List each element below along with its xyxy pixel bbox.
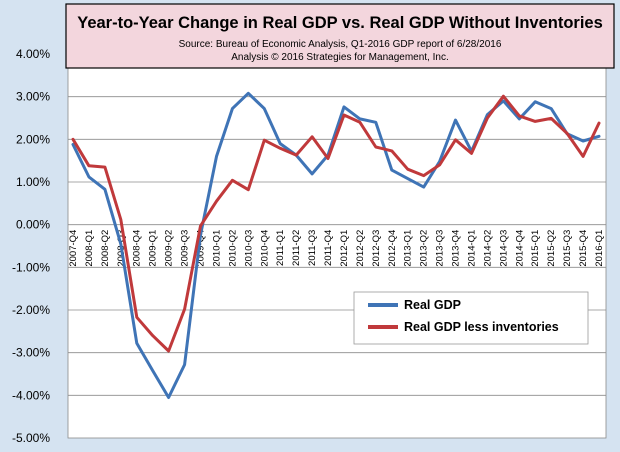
x-tick-label: 2015-Q3 [562,230,573,267]
x-tick-label: 2010-Q2 [227,230,238,267]
y-tick-label: 3.00% [16,90,50,104]
x-tick-label: 2015-Q4 [578,230,589,267]
y-tick-label: -4.00% [12,388,50,402]
y-tick-label: -1.00% [12,260,50,274]
x-tick-label: 2013-Q4 [451,230,462,267]
x-tick-label: 2008-Q4 [132,230,143,267]
x-tick-label: 2012-Q1 [339,230,350,267]
x-tick-label: 2010-Q4 [259,230,270,267]
x-tick-label: 2013-Q1 [403,230,414,267]
x-tick-label: 2011-Q1 [275,230,286,266]
x-tick-label: 2010-Q3 [243,230,254,267]
chart-title: Year-to-Year Change in Real GDP vs. Real… [77,14,603,32]
legend: Real GDP Real GDP less inventories [353,291,589,345]
series-line-real-gdp-less-inventories [71,94,601,353]
title-background [65,3,615,69]
x-tick-label: 2008-Q2 [100,230,111,267]
x-tick-label: 2012-Q4 [387,230,398,267]
plot-area [67,53,607,439]
x-tick-label: 2007-Q4 [68,230,79,267]
x-tick-label: 2012-Q2 [355,230,366,267]
x-tick-label: 2014-Q3 [498,230,509,267]
legend-label-real-gdp: Real GDP [404,298,461,312]
x-tick-label: 2013-Q2 [419,230,430,267]
x-tick-label: 2011-Q4 [323,230,334,266]
x-tick-label: 2009-Q2 [164,230,175,267]
y-tick-label: -5.00% [12,431,50,445]
series-group [71,91,601,399]
x-tick-label: 2016-Q1 [594,230,605,267]
x-tick-label: 2014-Q4 [514,230,525,267]
y-tick-label: 1.00% [16,175,50,189]
x-tick-label: 2015-Q2 [546,230,557,267]
x-tick-label: 2015-Q1 [530,230,541,267]
y-tick-label: -3.00% [12,346,50,360]
y-tick-label: 0.00% [16,218,50,232]
chart-subtitle-source: Source: Bureau of Economic Analysis, Q1-… [179,39,502,50]
x-tick-label: 2009-Q3 [180,230,191,267]
title-box: Year-to-Year Change in Real GDP vs. Real… [65,3,615,69]
x-tick-label: 2009-Q1 [148,230,159,267]
y-tick-label: 2.00% [16,132,50,146]
x-tick-label: 2014-Q2 [482,230,493,267]
x-tick-label: 2011-Q2 [291,230,302,266]
x-tick-label: 2012-Q3 [371,230,382,267]
x-tick-label: 2010-Q1 [211,230,222,267]
y-tick-label: 4.00% [16,47,50,61]
x-tick-label: 2008-Q1 [84,230,95,267]
legend-label-real-gdp-less-inventories: Real GDP less inventories [404,320,559,334]
chart-subtitle-copyright: Analysis © 2016 Strategies for Managemen… [231,52,448,63]
y-axis: 4.00% 3.00% 2.00% 1.00% 0.00% -1.00% -2.00% -3.… [12,47,50,445]
legend-box [353,291,589,345]
y-tick-label: -2.00% [12,303,50,317]
x-tick-label: 2014-Q1 [466,230,477,267]
x-tick-label: 2013-Q3 [435,230,446,267]
x-tick-label: 2009-Q4 [196,230,207,267]
series-line-real-gdp [71,91,601,399]
x-tick-label: 2011-Q3 [307,230,318,266]
